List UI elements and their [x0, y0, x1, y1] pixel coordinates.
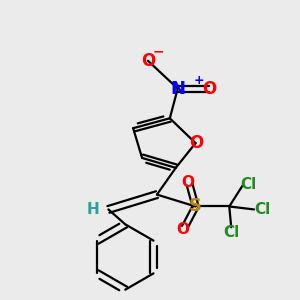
Text: N: N	[170, 80, 185, 98]
Text: H: H	[86, 202, 99, 217]
Text: O: O	[141, 52, 155, 70]
Text: O: O	[176, 222, 189, 237]
Text: O: O	[202, 80, 217, 98]
Text: Cl: Cl	[223, 225, 239, 240]
Text: S: S	[189, 197, 202, 215]
Text: Cl: Cl	[254, 202, 270, 217]
Text: O: O	[181, 175, 194, 190]
Text: +: +	[194, 74, 204, 87]
Text: −: −	[152, 44, 164, 58]
Text: Cl: Cl	[240, 177, 256, 192]
Text: O: O	[189, 134, 204, 152]
